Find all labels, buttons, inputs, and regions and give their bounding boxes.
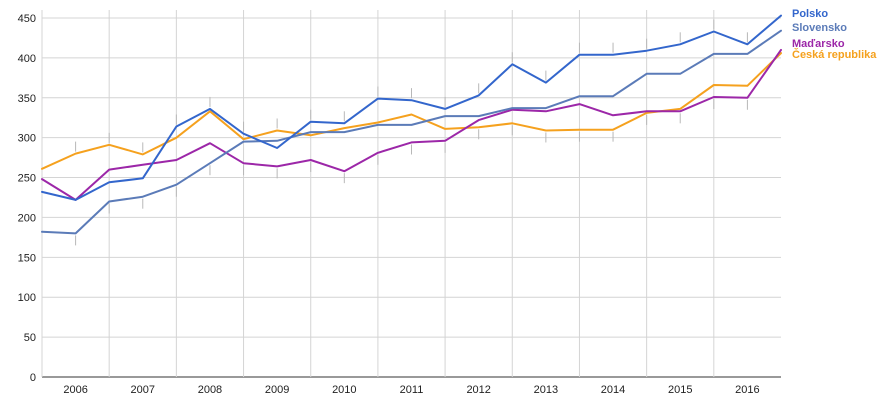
series-layer <box>41 14 782 235</box>
x-tick-label: 2013 <box>534 384 558 396</box>
y-tick-label: 300 <box>18 133 36 145</box>
series-line-ma-arsko[interactable] <box>41 48 782 201</box>
axis-layer: 0 50 100 150 200 250 300 350 400 450 2006 2007 2008 2… <box>18 13 760 396</box>
x-tick-label: 2008 <box>198 384 222 396</box>
legend-label: Česká republika <box>792 48 877 61</box>
y-tick-label: 450 <box>18 13 36 25</box>
x-tick-label: 2010 <box>332 384 356 396</box>
x-tick-label: 2006 <box>63 384 87 396</box>
error-bars-layer <box>75 19 748 246</box>
y-tick-label: 350 <box>18 93 36 105</box>
y-tick-label: 200 <box>18 212 36 224</box>
series-line-slovensko[interactable] <box>41 29 782 235</box>
x-tick-label: 2007 <box>131 384 155 396</box>
grid-layer <box>41 10 781 378</box>
x-tick-label: 2012 <box>466 384 490 396</box>
x-tick-label: 2016 <box>735 384 759 396</box>
y-tick-label: 0 <box>30 372 36 384</box>
x-tick-label: 2009 <box>265 384 289 396</box>
y-tick-label: 400 <box>18 53 36 65</box>
y-tick-label: 250 <box>18 173 36 185</box>
y-tick-label: 100 <box>18 292 36 304</box>
y-tick-label: 150 <box>18 252 36 264</box>
x-tick-label: 2014 <box>601 384 625 396</box>
legend-label: Polsko <box>792 8 828 20</box>
x-tick-label: 2011 <box>400 384 424 396</box>
y-tick-label: 50 <box>24 332 36 344</box>
x-tick-label: 2015 <box>668 384 692 396</box>
legend-label: Slovensko <box>792 22 847 34</box>
legend-label: Maďarsko <box>792 38 845 50</box>
series-line-polsko[interactable] <box>41 14 782 201</box>
